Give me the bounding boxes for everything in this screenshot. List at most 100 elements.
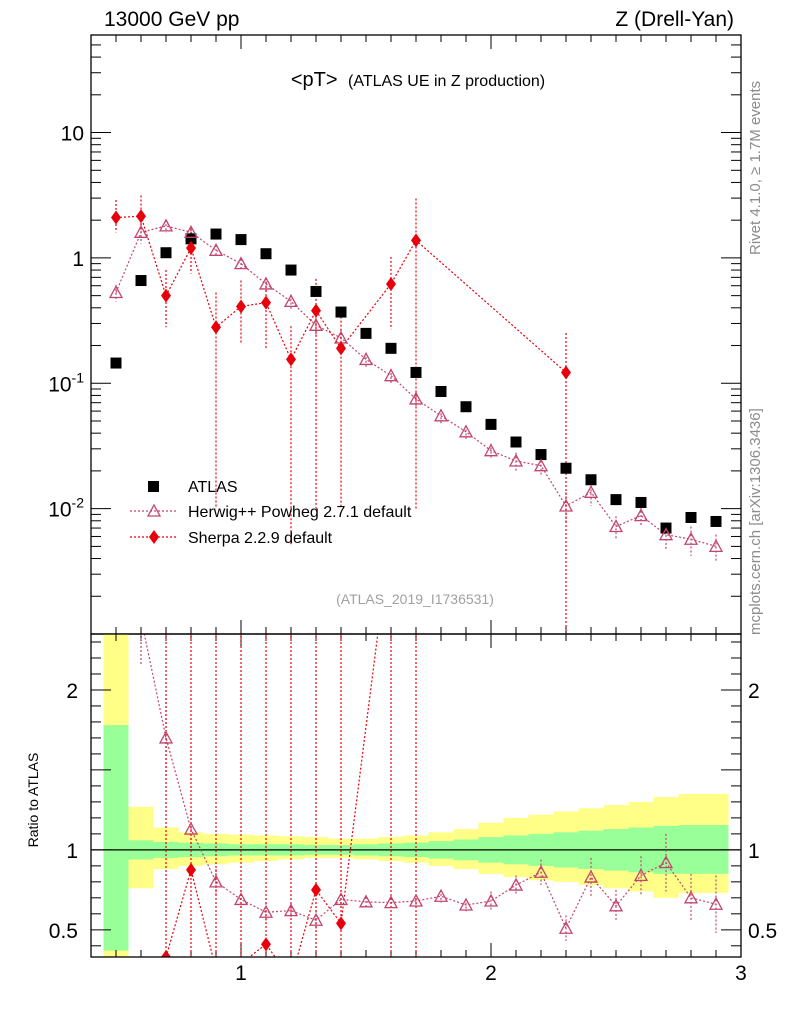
ratio-herwig-point xyxy=(558,920,574,934)
herwig-point xyxy=(683,531,699,545)
ratio-frame xyxy=(90,633,742,958)
ratio-herwig-point xyxy=(258,904,274,918)
atlas-point xyxy=(360,327,372,339)
ratio-ylabel: Ratio to ATLAS xyxy=(25,753,41,848)
ratio-herwig-point xyxy=(483,893,499,907)
main-title: <pT> (ATLAS UE in Z production) xyxy=(291,69,545,91)
ratio-herwig-point xyxy=(658,855,674,869)
herwig-point xyxy=(608,519,624,533)
analysis-id: (ATLAS_2019_I1736531) xyxy=(336,591,494,607)
main-title-sub: (ATLAS UE in Z production) xyxy=(348,73,545,90)
ratio-sherpa-point xyxy=(286,972,296,986)
atlas-point xyxy=(610,494,622,506)
main-ytick-label: 10-1 xyxy=(48,369,84,396)
ratio-xtick-label: 1 xyxy=(235,962,247,985)
ratio-herwig-point xyxy=(233,892,249,906)
herwig-point xyxy=(483,443,499,457)
herwig-point xyxy=(458,424,474,438)
ratio-herwig-point xyxy=(333,892,349,906)
sherpa-point xyxy=(136,209,146,224)
sherpa-point xyxy=(161,288,171,303)
ratio-ytick-label-right: 0.5 xyxy=(748,920,777,943)
atlas-point xyxy=(460,401,472,413)
atlas-point xyxy=(635,496,647,508)
legend-label-atlas: ATLAS xyxy=(188,479,238,496)
herwig-point xyxy=(633,508,649,522)
herwig-point xyxy=(408,391,424,405)
ratio-panel: 2 2 1 1 0.5 0.5 1 2 3 xyxy=(49,523,777,986)
main-panel: 10 1 10-1 10-2 xyxy=(48,34,742,635)
atlas-point xyxy=(160,247,172,259)
atlas-point xyxy=(410,366,422,378)
atlas-point xyxy=(260,248,272,260)
herwig-point xyxy=(183,224,199,238)
ratio-sherpa-point xyxy=(186,862,196,877)
ratio-herwig-point xyxy=(383,895,399,909)
atlas-point xyxy=(485,418,497,430)
sherpa-point xyxy=(386,276,396,291)
ratio-herwig-point xyxy=(408,893,424,907)
ratio-herwig-point xyxy=(158,730,174,744)
header-left: 13000 GeV pp xyxy=(104,8,239,31)
side-label-rivet: Rivet 4.1.0, ≥ 1.7M events xyxy=(747,81,764,255)
herwig-point xyxy=(383,368,399,382)
herwig-point xyxy=(133,224,149,238)
ratio-herwig-point xyxy=(308,912,324,926)
band-inner xyxy=(103,725,129,951)
main-data xyxy=(108,195,724,634)
ratio-sherpa-point xyxy=(211,963,221,977)
atlas-point xyxy=(185,233,197,245)
ratio-ytick-label-left: 1 xyxy=(66,840,78,863)
ratio-sherpa-point xyxy=(261,937,271,952)
ratio-herwig-point xyxy=(433,888,449,902)
atlas-point xyxy=(135,275,147,287)
ratio-ytick-label-left: 2 xyxy=(66,680,78,703)
herwig-point xyxy=(558,498,574,512)
atlas-point xyxy=(585,474,597,486)
ratio-herwig-point xyxy=(135,612,147,623)
atlas-point xyxy=(435,385,447,397)
ratio-xtick-label: 3 xyxy=(735,962,747,985)
ratio-herwig-point xyxy=(633,868,649,882)
ratio-sherpa-point xyxy=(161,950,171,957)
herwig-point xyxy=(283,294,299,308)
herwig-point xyxy=(508,453,524,467)
ratio-herwig-point xyxy=(508,877,524,891)
ratio-ytick-label-left: 0.5 xyxy=(49,920,78,943)
atlas-point xyxy=(385,342,397,354)
sherpa-point xyxy=(236,299,246,314)
sherpa-point xyxy=(561,365,571,380)
sherpa-point xyxy=(411,233,421,248)
atlas-point xyxy=(710,515,722,527)
ratio-herwig-line xyxy=(143,634,717,930)
sherpa-point xyxy=(311,303,321,318)
atlas-point xyxy=(285,264,297,276)
main-title-main: <pT> xyxy=(291,69,338,91)
legend-label-herwig: Herwig++ Powheg 2.7.1 default xyxy=(188,504,412,521)
ratio-sherpa-point xyxy=(386,523,396,537)
herwig-point xyxy=(233,256,249,270)
main-ytick-label: 10-2 xyxy=(48,495,84,522)
ratio-herwig-point xyxy=(708,896,724,910)
main-ytick-label: 1 xyxy=(72,248,84,271)
ratio-herwig-point xyxy=(583,869,599,883)
atlas-point xyxy=(510,436,522,448)
atlas-point xyxy=(685,511,697,523)
legend-marker-atlas xyxy=(148,481,159,492)
sherpa-point xyxy=(211,320,221,335)
herwig-point xyxy=(108,285,124,299)
ratio-sherpa-point xyxy=(311,882,321,897)
header-right: Z (Drell-Yan) xyxy=(615,8,734,31)
atlas-point xyxy=(535,449,547,461)
legend-label-sherpa: Sherpa 2.2.9 default xyxy=(188,530,333,547)
herwig-point xyxy=(308,317,324,331)
herwig-point xyxy=(708,539,724,553)
sherpa-point xyxy=(336,341,346,356)
atlas-point xyxy=(235,234,247,246)
ratio-herwig-point xyxy=(683,890,699,904)
ratio-sherpa-point xyxy=(336,916,346,931)
side-label-mcplots: mcplots.cern.ch [arXiv:1306.3436] xyxy=(747,408,764,635)
ratio-herwig-point xyxy=(183,821,199,835)
ratio-herwig-point xyxy=(608,898,624,912)
